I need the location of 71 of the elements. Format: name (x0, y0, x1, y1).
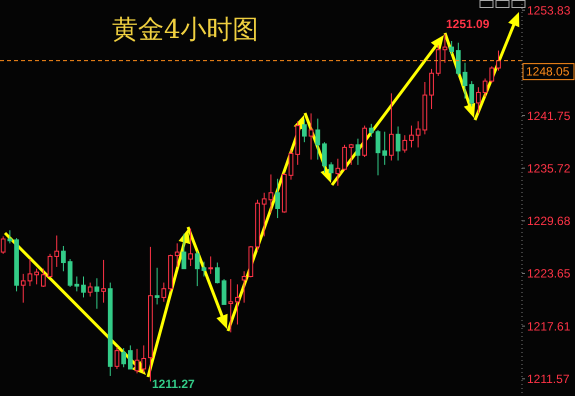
candlestick (141, 344, 146, 373)
candlestick (7, 230, 12, 244)
y-tick-label: 1253.83 (527, 3, 571, 18)
candlestick (328, 162, 334, 180)
candlestick (342, 144, 347, 172)
candlestick (54, 235, 60, 268)
candlestick (322, 142, 327, 174)
text: 黄金4小时图 (112, 14, 259, 47)
candlestick (128, 344, 133, 370)
candlestick (416, 120, 421, 148)
candlestick (20, 273, 26, 304)
candlestick (402, 134, 408, 154)
candlestick (449, 40, 454, 55)
candlestick (202, 261, 206, 277)
candlestick (275, 178, 280, 219)
candlestick (262, 192, 267, 237)
candlestick (208, 256, 214, 274)
candlestick (308, 112, 314, 160)
candlestick (442, 34, 448, 64)
annotation: 1251.09 (446, 17, 490, 31)
candlestick (389, 92, 394, 161)
y-tick-label: 1229.68 (527, 214, 571, 228)
candlestick (315, 118, 320, 160)
candlestick (81, 276, 86, 298)
candlestick (462, 62, 468, 100)
candlestick (382, 131, 388, 166)
candlestick (154, 267, 160, 305)
candlestick (101, 259, 106, 304)
ref-line-label: 1248.05 (526, 64, 570, 79)
candlestick (288, 150, 294, 180)
candlestick (222, 278, 226, 305)
candlestick (121, 348, 126, 368)
candlestick (429, 68, 434, 110)
candlestick (302, 119, 307, 143)
y-tick-label: 1241.75 (527, 108, 571, 123)
candlestick (469, 80, 474, 107)
candlestick (228, 278, 234, 333)
y-tick-label: 1217.61 (527, 319, 571, 334)
candlestick (174, 242, 180, 268)
candlestick (188, 228, 193, 267)
candlestick (161, 282, 166, 302)
candlestick (214, 262, 220, 284)
candlestick (94, 278, 100, 310)
candlestick (40, 268, 46, 288)
candlestick (114, 346, 120, 370)
candlestick (489, 66, 494, 84)
candlestick (48, 253, 52, 278)
candlestick (194, 250, 200, 287)
candlestick (235, 284, 240, 325)
candlestick (348, 143, 354, 166)
candlestick (34, 268, 40, 285)
candlestick (456, 42, 461, 76)
candlestick (182, 233, 186, 270)
candlestick (376, 129, 380, 176)
candlestick (335, 158, 340, 186)
candlestick (396, 126, 400, 161)
y-tick-label: 1235.72 (527, 161, 571, 176)
candlestick (134, 348, 140, 374)
candlestick (88, 282, 93, 298)
candlestick (436, 44, 441, 76)
candlestick (368, 123, 374, 138)
candlestick (268, 174, 274, 214)
candlestick (74, 276, 80, 292)
candlestick (409, 125, 414, 148)
candlestick (356, 138, 360, 166)
annotation: 1211.27 (152, 377, 196, 391)
candlestick (496, 50, 501, 72)
candlestick (242, 270, 247, 304)
y-tick-label: 1211.57 (527, 372, 570, 386)
y-tick-label: 1223.65 (527, 266, 571, 281)
candlestick (28, 258, 32, 287)
